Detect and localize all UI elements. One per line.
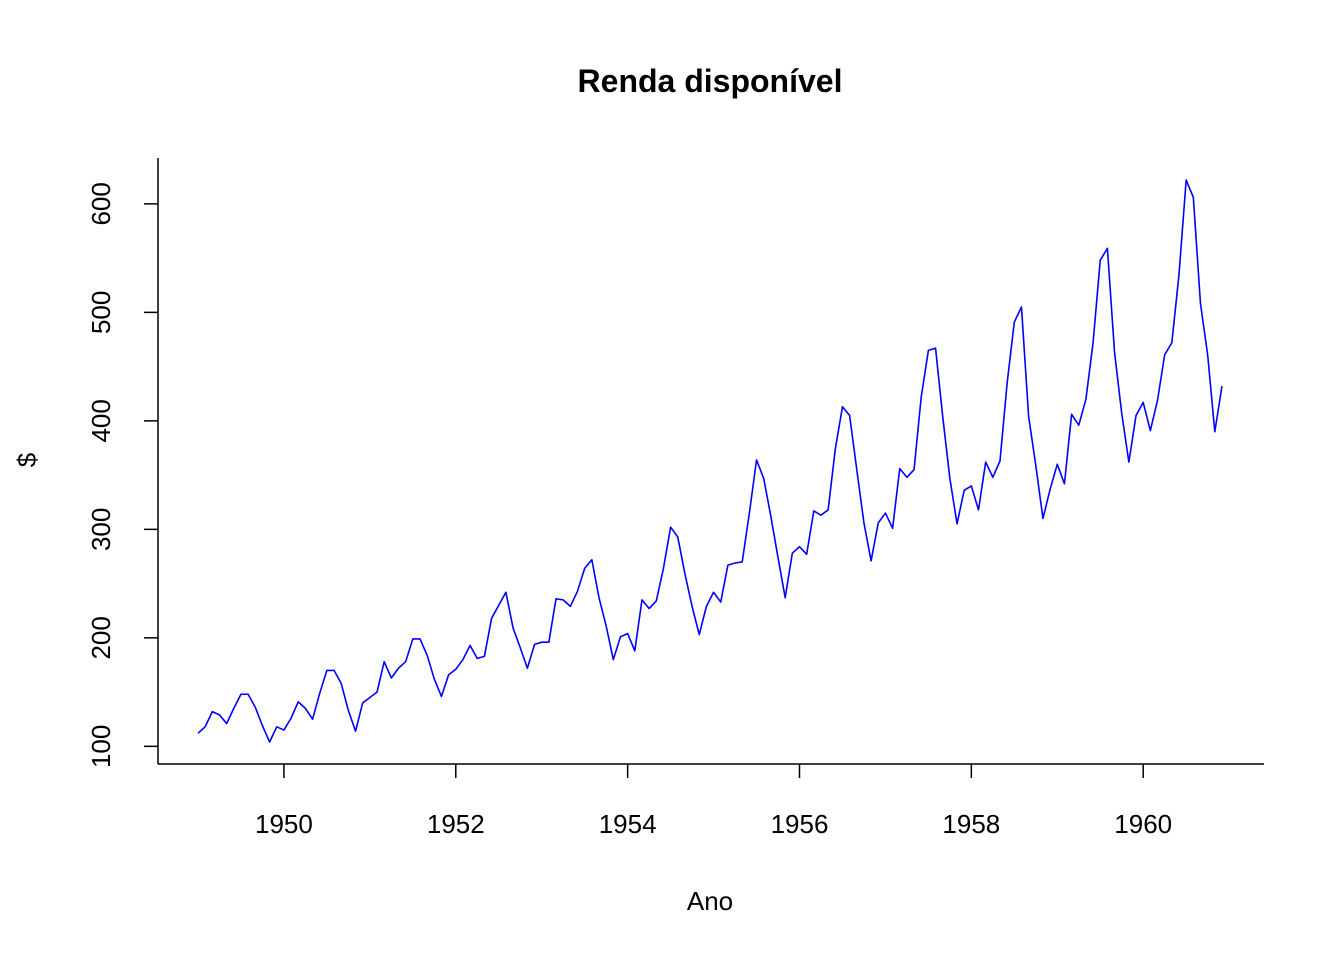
y-axis-label: $	[12, 452, 42, 467]
y-tick-label: 400	[86, 399, 116, 442]
y-tick-label: 100	[86, 725, 116, 768]
chart-title: Renda disponível	[578, 63, 843, 99]
x-axis-label: Ano	[687, 886, 733, 916]
series-group	[197, 179, 1223, 743]
x-tick-label: 1960	[1114, 809, 1172, 839]
x-tick-label: 1954	[599, 809, 657, 839]
x-tick-label: 1958	[942, 809, 1000, 839]
y-axis-ticks: 100 200 300 400 500 600	[86, 182, 158, 768]
x-tick-label: 1956	[771, 809, 829, 839]
y-tick-label: 200	[86, 616, 116, 659]
y-tick-label: 500	[86, 291, 116, 334]
y-tick-label: 600	[86, 182, 116, 225]
series-line	[197, 179, 1223, 743]
y-tick-label: 300	[86, 508, 116, 551]
x-tick-label: 1950	[255, 809, 313, 839]
x-tick-label: 1952	[427, 809, 485, 839]
x-axis-ticks: 1950 1952 1954 1956 1958 1960	[255, 764, 1172, 839]
